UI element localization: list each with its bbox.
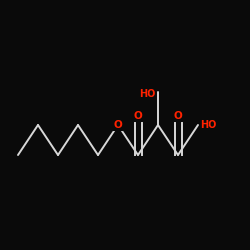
Text: O: O — [114, 120, 122, 130]
Text: HO: HO — [200, 120, 216, 130]
Text: O: O — [174, 111, 182, 121]
Text: O: O — [134, 111, 142, 121]
Text: HO: HO — [140, 89, 156, 99]
